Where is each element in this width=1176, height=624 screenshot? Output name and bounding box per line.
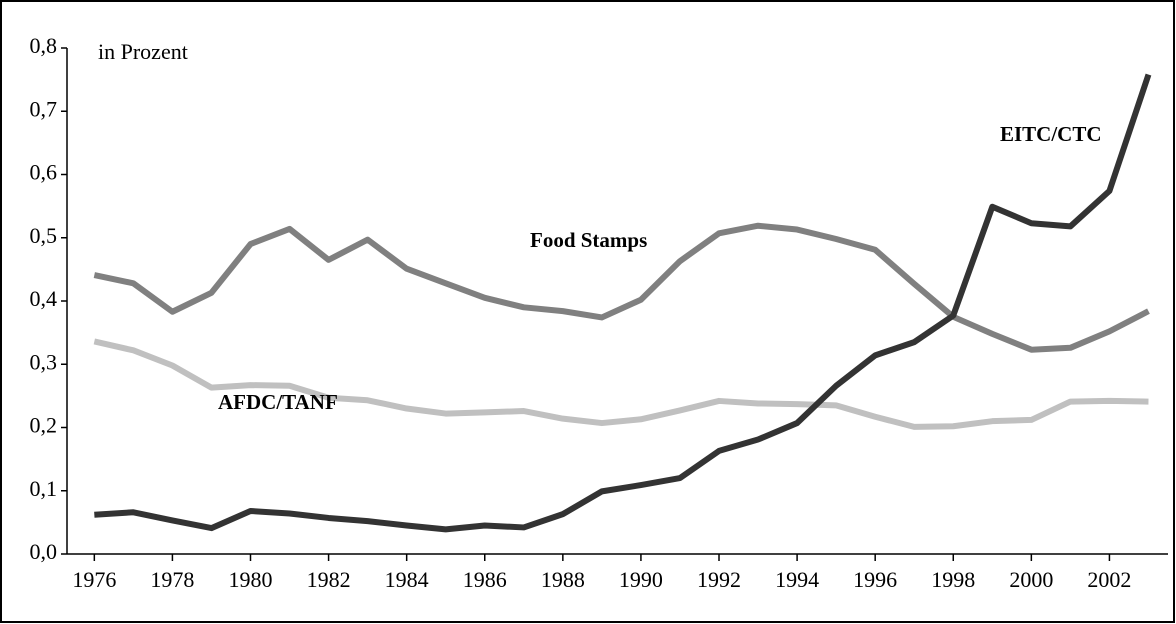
x-tick-label: 1996	[853, 567, 897, 592]
series-label: Food Stamps	[530, 228, 647, 252]
annotation: in Prozent	[98, 39, 188, 64]
y-tick-label: 0,6	[30, 160, 58, 185]
x-tick-label: 1976	[72, 567, 116, 592]
y-tick-label: 0,5	[30, 223, 58, 248]
x-tick-label: 2000	[1009, 567, 1053, 592]
series-line	[93, 222, 1150, 353]
x-tick-label: 1980	[229, 567, 273, 592]
x-tick-label: 2002	[1087, 567, 1131, 592]
series-label: AFDC/TANF	[218, 390, 338, 414]
series-line	[94, 73, 1152, 533]
y-tick-label: 0,7	[30, 96, 58, 121]
x-tick-label: 1994	[775, 567, 819, 592]
y-tick-label: 0,4	[30, 286, 58, 311]
x-tick-label: 1984	[385, 567, 429, 592]
x-tick-label: 1978	[150, 567, 194, 592]
x-tick-label: 1988	[541, 567, 585, 592]
y-tick-label: 0,3	[30, 349, 58, 374]
series-line	[93, 338, 1149, 430]
x-tick-label: 1982	[307, 567, 351, 592]
y-tick-label: 0,1	[30, 476, 58, 501]
x-tick-label: 1990	[619, 567, 663, 592]
y-tick-label: 0,2	[30, 413, 58, 438]
x-tick-label: 1986	[463, 567, 507, 592]
y-tick-label: 0,0	[30, 539, 58, 564]
series-label: EITC/CTC	[1000, 122, 1102, 146]
x-tick-label: 1998	[931, 567, 975, 592]
y-tick-label: 0,8	[30, 33, 58, 58]
x-tick-label: 1992	[697, 567, 741, 592]
